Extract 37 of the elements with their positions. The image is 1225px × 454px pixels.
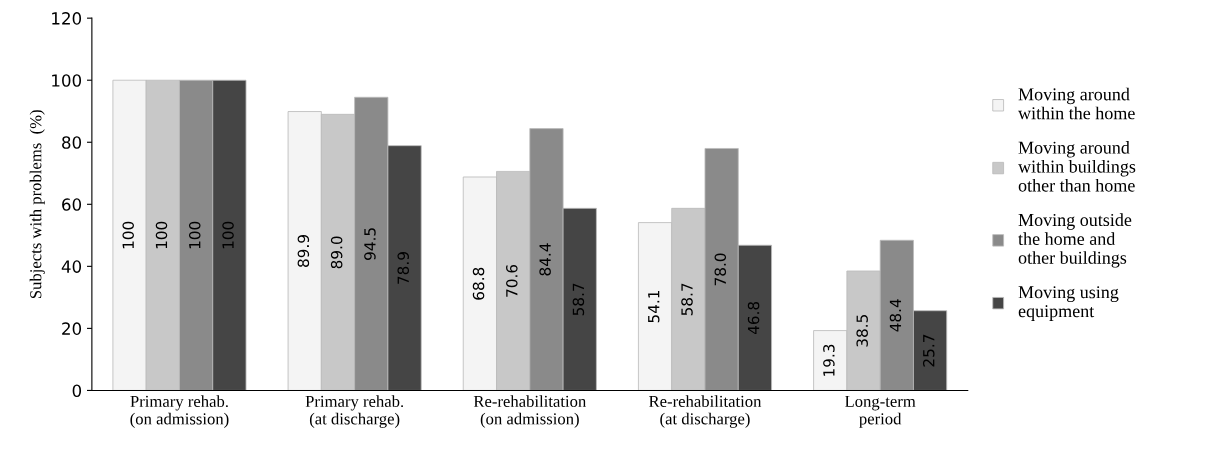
legend-label: Moving using equipment [1018, 286, 1119, 321]
data-label: 100 [188, 221, 201, 249]
data-label: 46.8 [747, 301, 760, 335]
data-label: 100 [222, 221, 234, 249]
data-label: 25.7 [922, 334, 935, 367]
data-label: 19.3 [823, 344, 835, 376]
x-tick-label: Re-rehabilitation (at discharge) [649, 395, 762, 428]
legend-label: Moving outside the home and other buildings [1018, 213, 1132, 268]
data-label: 89.0 [330, 236, 343, 269]
data-label: 38.5 [856, 315, 868, 347]
y-tick-label: 20 [62, 322, 82, 335]
x-tick-label: Primary rehab. (at discharge) [305, 395, 404, 428]
x-tick-label: Long-term period [845, 395, 916, 428]
legend-label: Moving around within buildings other than home [1018, 141, 1136, 192]
y-tick-label: 100 [52, 74, 82, 87]
y-tick-label: 0 [72, 384, 82, 398]
data-label: 58.7 [681, 283, 693, 316]
x-tick-label: Primary rehab. (on admission) [130, 395, 229, 428]
data-label: 84.4 [539, 243, 551, 276]
data-label: 70.6 [506, 264, 518, 297]
data-label: 48.4 [889, 299, 902, 332]
y-tick-label: 120 [52, 12, 82, 25]
y-tick-label: 80 [62, 136, 82, 149]
data-label: 89.9 [297, 235, 310, 267]
data-label: 78.0 [714, 253, 727, 286]
y-tick-label: 60 [62, 198, 82, 211]
y-tick-label: 40 [61, 260, 82, 273]
data-label: 78.9 [397, 252, 409, 284]
data-label: 68.8 [472, 267, 485, 300]
y-axis-title: Subjects with problems (%) [29, 110, 45, 299]
data-label: 100 [122, 221, 134, 249]
data-label: 100 [155, 221, 168, 249]
data-label: 94.5 [364, 228, 376, 260]
data-label: 54.1 [648, 290, 660, 323]
x-tick-label: Re-rehabilitation (on admission) [473, 395, 587, 428]
data-label: 58.7 [572, 283, 585, 316]
legend-label: Moving around within the home [1018, 87, 1135, 120]
